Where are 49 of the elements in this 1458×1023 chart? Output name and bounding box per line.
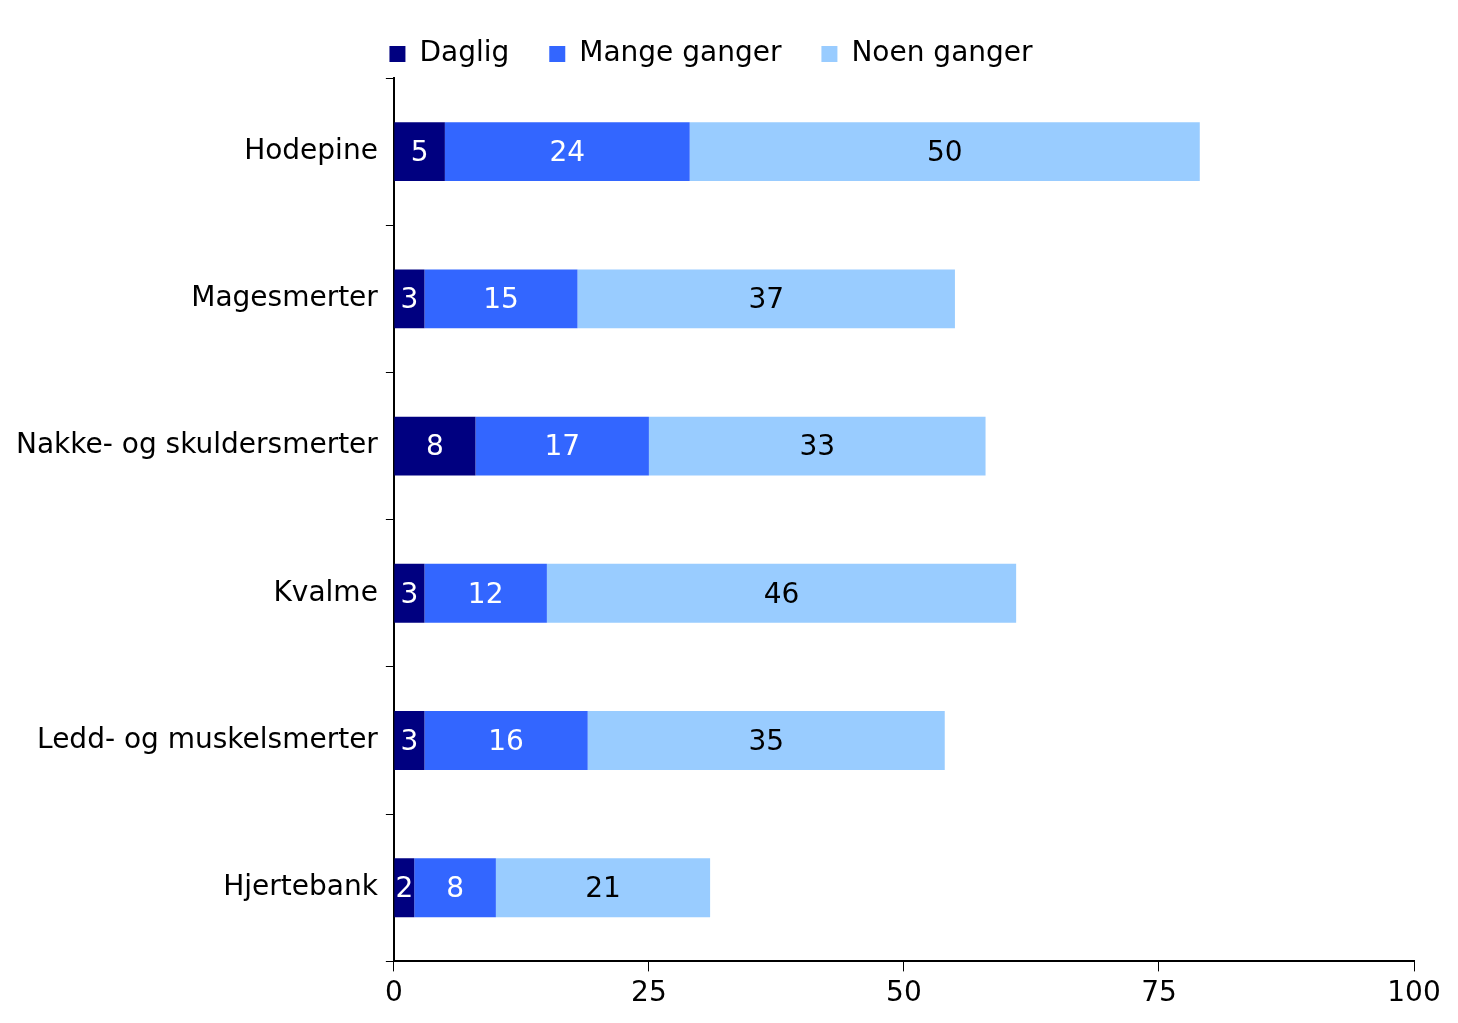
legend-label: Noen ganger (851, 35, 1034, 69)
bar (495, 858, 711, 918)
y-tick-label: Hodepine (244, 132, 378, 166)
y-tick-label: Nakke- og skuldersmerter (15, 427, 379, 461)
data-label: 35 (748, 723, 785, 757)
data-label: 46 (763, 576, 800, 610)
bar (587, 711, 945, 770)
x-tick-label: 50 (886, 975, 922, 1009)
data-label: 3 (400, 282, 419, 316)
x-tick-label: 25 (631, 975, 667, 1009)
bar (394, 269, 425, 329)
legend-label: Mange ganger (579, 35, 782, 69)
x-tick-label: 75 (1141, 975, 1177, 1009)
data-label: 2 (395, 871, 414, 905)
data-label: 15 (483, 282, 519, 316)
data-label: 21 (585, 871, 621, 905)
bar (689, 122, 1200, 182)
x-tick-label: 0 (384, 975, 403, 1009)
bar (444, 122, 690, 182)
data-label: 8 (446, 871, 464, 905)
data-label: 33 (799, 429, 836, 463)
legend-label: Daglig (419, 35, 510, 69)
bar (414, 858, 496, 918)
y-tick-label: Hjertebank (223, 869, 379, 903)
bar (394, 563, 425, 623)
bar (648, 416, 986, 476)
data-label: 8 (426, 429, 444, 463)
data-label: 5 (410, 134, 429, 168)
x-tick-label: 100 (1387, 975, 1441, 1009)
bar (424, 563, 547, 623)
data-label: 17 (544, 429, 581, 463)
bar (577, 269, 955, 329)
y-tick-label: Ledd- og muskelsmerter (37, 721, 379, 755)
data-label: 3 (400, 576, 419, 610)
data-label: 50 (926, 134, 963, 168)
data-label: 12 (467, 576, 504, 610)
bar (424, 269, 578, 329)
bar (394, 416, 476, 476)
bar (475, 416, 649, 476)
data-label: 24 (549, 134, 586, 168)
bar (394, 122, 445, 182)
bar (546, 563, 1017, 623)
y-tick-label: Kvalme (273, 574, 378, 608)
data-label: 3 (400, 723, 419, 757)
data-label: 16 (488, 723, 524, 757)
bar (424, 711, 588, 770)
bar (394, 711, 425, 770)
y-tick-label: Magesmerter (191, 280, 379, 314)
data-label: 37 (748, 282, 785, 316)
